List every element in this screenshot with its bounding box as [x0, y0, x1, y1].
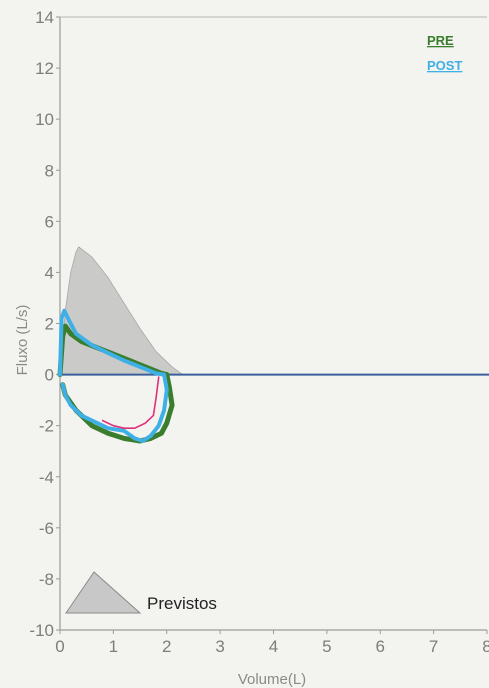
y-axis-title: Fluxo (L/s) [14, 305, 31, 376]
predicted-legend-triangle [65, 571, 142, 614]
x-tick-label: 2 [162, 637, 171, 656]
series-line-pre [57, 323, 175, 444]
x-tick-label: 5 [322, 637, 331, 656]
x-tick-label: 6 [376, 637, 385, 656]
y-tick-label: -4 [39, 468, 54, 487]
y-tick-label: 14 [35, 8, 54, 27]
legend-post-label: POST [427, 58, 462, 73]
y-tick-label: 6 [45, 212, 54, 231]
x-tick-label: 0 [55, 637, 64, 656]
x-axis-title: Volume(L) [238, 671, 306, 688]
legend-pre-label: PRE [427, 33, 454, 48]
x-tick-label: 4 [269, 637, 278, 656]
y-tick-label: 10 [35, 110, 54, 129]
x-tick-label: 7 [429, 637, 438, 656]
series-layer [57, 308, 175, 444]
series-line-pre_inner [101, 376, 160, 429]
x-tick-label: 8 [482, 637, 489, 656]
x-tick-label: 1 [109, 637, 118, 656]
y-tick-label: -8 [39, 570, 54, 589]
x-tick-label: 3 [215, 637, 224, 656]
y-tick-label: 2 [45, 315, 54, 334]
y-tick-label: -10 [29, 621, 54, 640]
y-tick-label: -6 [39, 519, 54, 538]
y-tick-label: 0 [45, 366, 54, 385]
y-tick-label: -2 [39, 417, 54, 436]
y-tick-label: 8 [45, 161, 54, 180]
series-line-post [58, 308, 169, 443]
y-tick-label: 4 [45, 263, 54, 282]
y-tick-label: 12 [35, 59, 54, 78]
predicted-legend-inset: Previstos [65, 571, 217, 614]
legend-predicted-label: Previstos [147, 594, 217, 613]
